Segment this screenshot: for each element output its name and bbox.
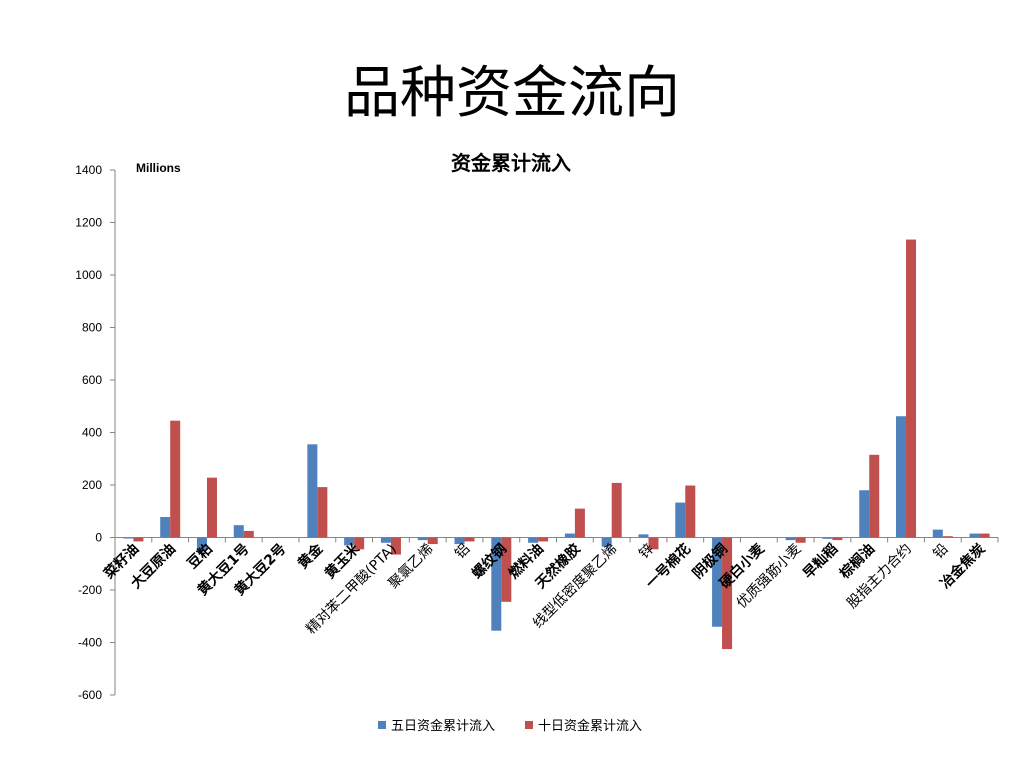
bar-five-day (417, 537, 428, 541)
y-tick-label: 0 (95, 531, 102, 545)
bar-ten-day (427, 537, 438, 545)
legend: 五日资金累计流入 十日资金累计流入 (378, 718, 642, 734)
bar-five-day (638, 534, 649, 538)
y-tick-label: 1200 (75, 216, 102, 230)
legend-swatch (378, 721, 386, 729)
bar-five-day (454, 537, 465, 545)
bar-five-day (712, 537, 723, 627)
bar-ten-day (243, 530, 254, 538)
bar-five-day (601, 537, 612, 547)
y-tick-label: 1000 (75, 268, 102, 282)
y-tick-label: 800 (82, 321, 102, 335)
slide-title: 品种资金流向 (344, 61, 680, 126)
bar-five-day (196, 537, 207, 551)
category-label: 黄金 (294, 540, 327, 573)
chart-title: 资金累计流入 (451, 151, 571, 175)
bar-five-day (785, 537, 796, 541)
bar-ten-day (390, 537, 401, 555)
bar-ten-day (464, 537, 475, 542)
bar-ten-day (648, 537, 659, 550)
y-tick-label: -600 (78, 688, 102, 702)
bar-five-day (932, 529, 943, 538)
bar-five-day (822, 537, 833, 539)
bar-ten-day (795, 537, 806, 543)
y-axis: 1400 1200 1000 800 600 400 200 0 -200 -400 -600 (75, 163, 999, 702)
bar-five-day (233, 525, 244, 538)
category-label: 豆粕 (184, 540, 216, 572)
bar-ten-day (206, 477, 217, 538)
bars (123, 239, 990, 650)
unit-label: Millions (136, 161, 181, 175)
legend-swatch (525, 721, 533, 729)
y-tick-label: -400 (78, 636, 102, 650)
bar-five-day (969, 533, 980, 538)
bar-five-day (896, 416, 907, 538)
bar-ten-day (354, 537, 365, 550)
bar-five-day (528, 537, 539, 543)
y-tick-label: 400 (82, 426, 102, 440)
bar-five-day (123, 537, 134, 539)
bar-five-day (160, 517, 171, 538)
bar-five-day (380, 537, 391, 543)
bar-ten-day (906, 239, 917, 538)
bar-ten-day (685, 485, 696, 538)
bar-five-day (859, 490, 870, 538)
bar-five-day (675, 502, 686, 538)
bar-ten-day (133, 537, 144, 542)
y-tick-label: 200 (82, 478, 102, 492)
bar-ten-day (574, 508, 585, 538)
bar-ten-day (170, 420, 181, 538)
bar-ten-day (538, 537, 549, 542)
bar-ten-day (869, 454, 880, 538)
bar-ten-day (979, 533, 990, 538)
bar-ten-day (722, 537, 733, 650)
y-tick-label: 1400 (75, 163, 102, 177)
bar-ten-day (942, 536, 953, 538)
bar-ten-day (832, 537, 843, 541)
bar-ten-day (611, 482, 622, 538)
bar-five-day (564, 533, 575, 538)
bar-five-day (307, 444, 318, 538)
bar-five-day (344, 537, 355, 546)
bar-five-day (491, 537, 502, 631)
category-label: 早籼稻 (800, 540, 842, 582)
y-tick-label: -200 (78, 583, 102, 597)
category-label: 铝 (452, 541, 473, 562)
bar-ten-day (317, 487, 328, 538)
category-label: 铅 (930, 541, 951, 562)
bar-ten-day (501, 537, 512, 602)
y-tick-label: 600 (82, 373, 102, 387)
legend-label: 五日资金累计流入 (391, 718, 495, 734)
x-axis-labels: 菜籽油大豆原油 豆粕黄大豆1号黄大豆2号 黄金黄玉米精对苯二甲酸(PTA)聚氯乙烯铝… (100, 540, 989, 638)
legend-label: 十日资金累计流入 (538, 718, 642, 734)
